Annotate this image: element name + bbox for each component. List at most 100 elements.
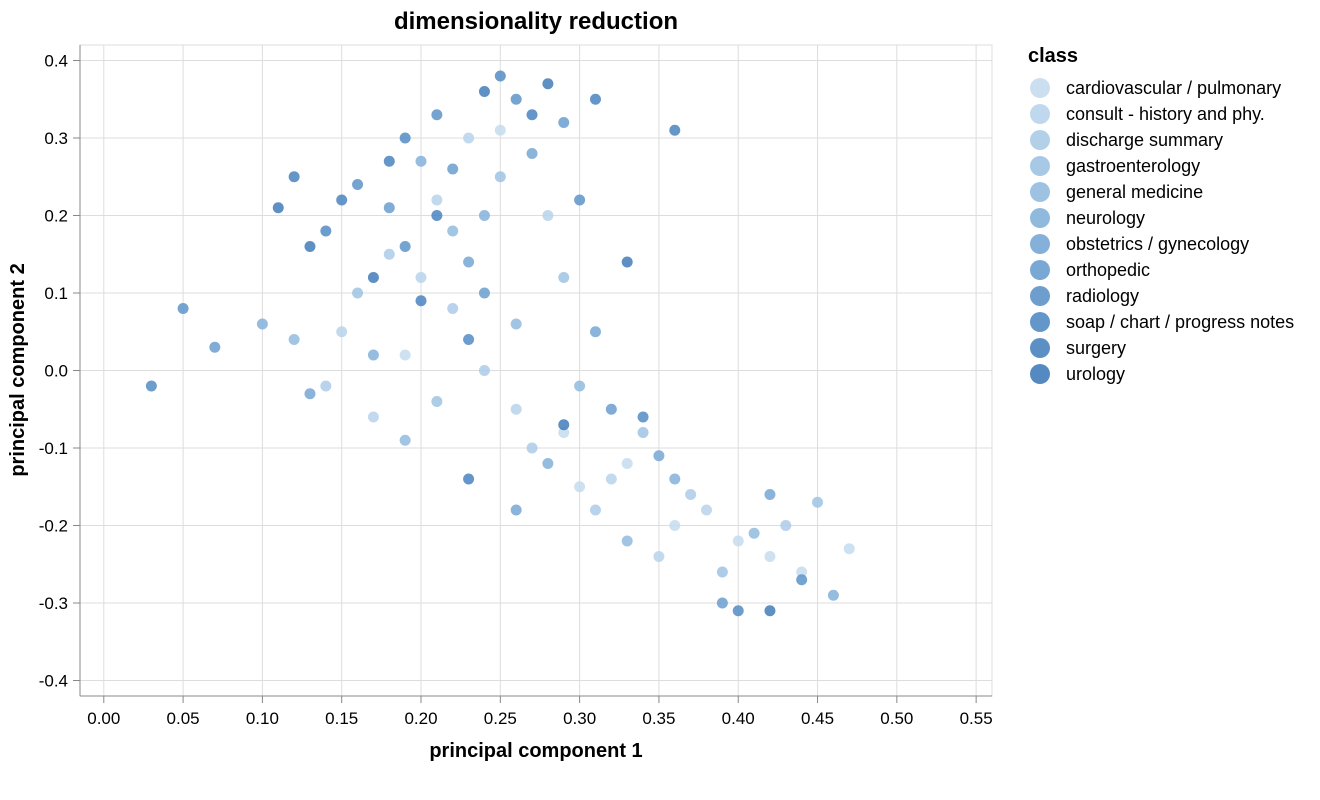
x-tick-label: 0.20 bbox=[404, 709, 437, 728]
scatter-point bbox=[367, 411, 379, 423]
x-tick-label: 0.15 bbox=[325, 709, 358, 728]
legend-label: surgery bbox=[1066, 338, 1126, 358]
scatter-point bbox=[463, 473, 475, 485]
scatter-point bbox=[494, 124, 506, 136]
scatter-point bbox=[526, 442, 538, 454]
scatter-point bbox=[256, 318, 268, 330]
scatter-point bbox=[415, 295, 427, 307]
scatter-point bbox=[431, 210, 443, 221]
y-axis-title: principal component 2 bbox=[7, 263, 29, 476]
x-axis-title: principal component 1 bbox=[429, 740, 642, 762]
legend-label: discharge summary bbox=[1066, 130, 1223, 150]
scatter-point bbox=[669, 124, 681, 136]
scatter-point bbox=[447, 225, 459, 237]
scatter-point bbox=[510, 504, 522, 516]
x-tick-label: 0.30 bbox=[563, 709, 596, 728]
scatter-point bbox=[764, 489, 776, 500]
legend-swatch bbox=[1030, 312, 1050, 332]
scatter-point bbox=[732, 605, 744, 617]
x-tick-label: 0.50 bbox=[880, 709, 913, 728]
x-tick-label: 0.55 bbox=[960, 709, 993, 728]
scatter-point bbox=[732, 535, 744, 547]
x-tick-label: 0.35 bbox=[642, 709, 675, 728]
scatter-point bbox=[621, 535, 633, 547]
scatter-point bbox=[764, 551, 776, 562]
scatter-point bbox=[336, 194, 348, 206]
legend-label: orthopedic bbox=[1066, 260, 1150, 280]
legend-swatch bbox=[1030, 364, 1050, 384]
scatter-point bbox=[383, 248, 395, 260]
legend-swatch bbox=[1030, 130, 1050, 150]
scatter-point bbox=[431, 194, 443, 206]
scatter-point bbox=[399, 434, 411, 446]
y-tick-label: -0.2 bbox=[39, 517, 68, 536]
y-tick-label: 0.3 bbox=[44, 129, 68, 148]
scatter-point bbox=[367, 272, 379, 283]
scatter-point bbox=[653, 450, 665, 462]
legend-label: gastroenterology bbox=[1066, 156, 1200, 176]
scatter-point bbox=[478, 86, 490, 97]
y-tick-label: 0.2 bbox=[44, 207, 68, 226]
scatter-point bbox=[827, 589, 839, 601]
scatter-point bbox=[621, 458, 633, 469]
scatter-point bbox=[447, 163, 459, 175]
legend-label: urology bbox=[1066, 364, 1125, 384]
scatter-point bbox=[605, 473, 617, 485]
scatter-point bbox=[494, 70, 506, 82]
scatter-point bbox=[605, 403, 617, 415]
scatter-point bbox=[320, 225, 332, 237]
scatter-point bbox=[558, 427, 570, 438]
legend-swatch bbox=[1030, 260, 1050, 280]
scatter-point bbox=[589, 93, 601, 105]
scatter-point bbox=[542, 210, 554, 221]
x-tick-label: 0.25 bbox=[484, 709, 517, 728]
scatter-point bbox=[780, 520, 792, 531]
scatter-point bbox=[431, 109, 443, 121]
scatter-point bbox=[336, 326, 348, 338]
scatter-point bbox=[478, 365, 490, 376]
scatter-point bbox=[796, 574, 808, 586]
scatter-point bbox=[510, 93, 522, 105]
scatter-point bbox=[352, 179, 364, 190]
scatter-point bbox=[526, 109, 538, 121]
axes: 0.00 0.05 0.10 0.15 0.20 0.25 0.30 0.35 0.40 0.45… bbox=[39, 45, 993, 728]
y-tick-label: -0.3 bbox=[39, 594, 68, 613]
legend-title: class bbox=[1028, 45, 1078, 67]
scatter-point bbox=[494, 171, 506, 183]
x-tick-label: 0.40 bbox=[722, 709, 755, 728]
scatter-point bbox=[558, 419, 570, 431]
scatter-point bbox=[145, 380, 157, 392]
scatter-point bbox=[478, 287, 490, 299]
y-tick-label: 0.4 bbox=[44, 52, 68, 71]
legend-swatch bbox=[1030, 234, 1050, 254]
scatter-point bbox=[320, 380, 332, 392]
scatter-point bbox=[463, 334, 475, 345]
y-tick-label: 0.0 bbox=[44, 362, 68, 381]
legend-label: neurology bbox=[1066, 208, 1145, 228]
scatter-point bbox=[621, 256, 633, 268]
legend-label: radiology bbox=[1066, 286, 1139, 306]
y-tick-label: 0.1 bbox=[44, 284, 68, 303]
scatter-point bbox=[812, 496, 824, 508]
scatter-point bbox=[542, 78, 554, 90]
scatter-point bbox=[589, 504, 601, 516]
scatter-point bbox=[383, 202, 395, 214]
scatter-point bbox=[415, 155, 427, 167]
scatter-point bbox=[478, 210, 490, 221]
scatter-point bbox=[716, 597, 728, 609]
legend-swatch bbox=[1030, 78, 1050, 98]
scatter-point bbox=[669, 520, 681, 531]
scatter-point bbox=[796, 566, 808, 578]
scatter-point bbox=[415, 272, 427, 283]
scatter-point bbox=[447, 303, 459, 314]
scatter-point bbox=[352, 287, 364, 299]
scatter-point bbox=[510, 318, 522, 330]
scatter-point bbox=[177, 303, 189, 314]
scatter-point bbox=[716, 566, 728, 578]
scatter-point bbox=[574, 481, 586, 493]
plot-area: 0.00 0.05 0.10 0.15 0.20 0.25 0.30 0.35 0.40 0.45… bbox=[39, 44, 993, 728]
scatter-point bbox=[288, 334, 300, 345]
x-tick-label: 0.00 bbox=[87, 709, 120, 728]
